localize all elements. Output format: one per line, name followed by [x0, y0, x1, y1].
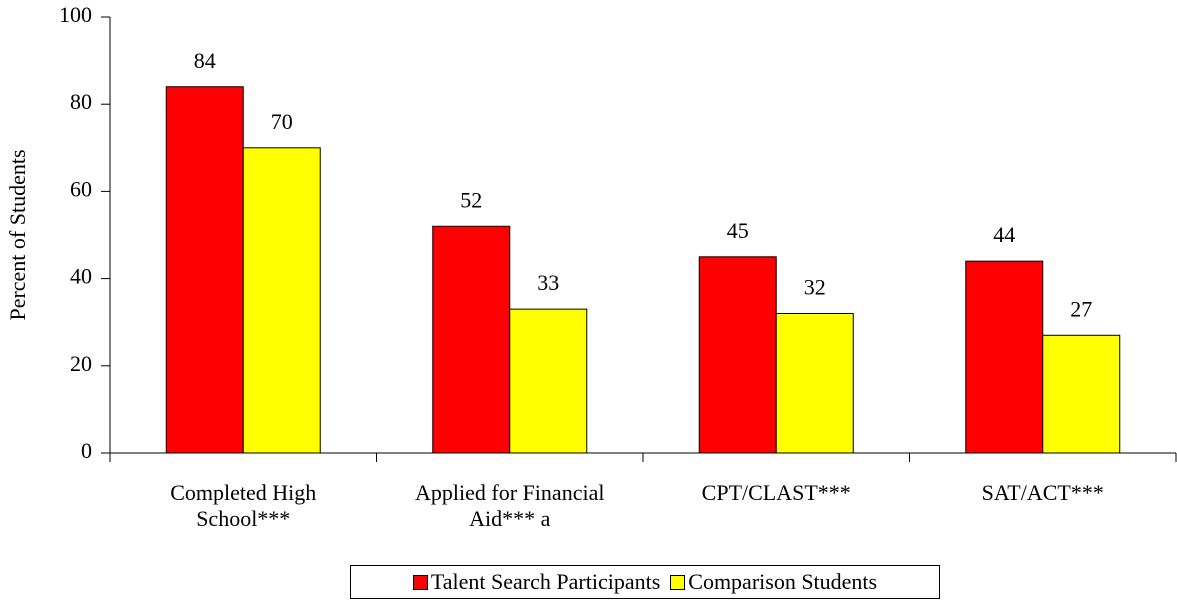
- y-tick-label: 0: [81, 438, 92, 463]
- bar: [432, 225, 511, 454]
- y-tick-label: 100: [59, 2, 92, 27]
- legend-label: Talent Search Participants: [430, 569, 661, 594]
- y-tick-label: 40: [70, 264, 92, 289]
- data-label: 84: [194, 48, 216, 73]
- bar: [242, 147, 321, 454]
- legend-item: Comparison Students: [670, 569, 877, 595]
- data-label: 33: [537, 270, 559, 295]
- legend-swatch: [670, 574, 686, 590]
- x-tick-label: CPT/CLAST***: [701, 480, 851, 505]
- bar: [1042, 334, 1121, 454]
- legend: Talent Search Participants Comparison Stu…: [350, 565, 940, 599]
- data-label: 44: [993, 222, 1015, 247]
- y-tick-label: 60: [70, 176, 92, 201]
- data-label: 70: [271, 109, 293, 134]
- bar: [698, 256, 777, 454]
- bar: [165, 86, 244, 454]
- data-label: 45: [727, 218, 749, 243]
- legend-label: Comparison Students: [688, 569, 878, 594]
- data-label: 32: [804, 275, 826, 300]
- x-tick-label: SAT/ACT***: [981, 480, 1104, 505]
- data-label: 27: [1070, 296, 1092, 321]
- bar: [965, 260, 1044, 454]
- legend-item: Talent Search Participants: [412, 569, 661, 595]
- bar: [775, 312, 854, 454]
- data-label: 52: [460, 187, 482, 212]
- bar: [509, 308, 588, 454]
- y-tick-label: 80: [70, 89, 92, 114]
- x-tick-label: Applied for Financial Aid*** a: [415, 480, 605, 531]
- y-axis-title: Percent of Students: [5, 149, 30, 320]
- y-tick-label: 20: [70, 351, 92, 376]
- legend-swatch: [412, 574, 428, 590]
- x-tick-label: Completed High School***: [170, 480, 317, 531]
